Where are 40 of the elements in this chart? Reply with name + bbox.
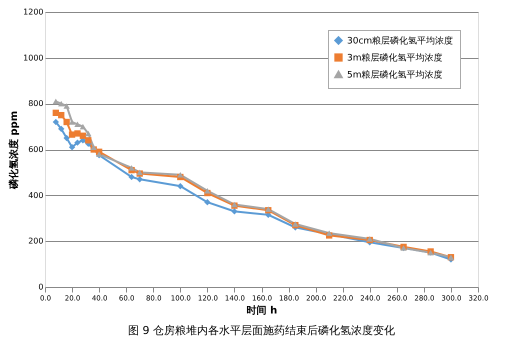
- point: [58, 100, 64, 106]
- point: [231, 208, 238, 215]
- point: [58, 112, 64, 118]
- point: [80, 124, 86, 130]
- point: [63, 103, 70, 109]
- point: [177, 172, 184, 178]
- point: [204, 199, 211, 206]
- point: [204, 188, 211, 194]
- legend-label: 30cm粮层磷化氢平均浓度: [347, 36, 454, 46]
- point: [74, 139, 81, 146]
- point: [90, 144, 97, 150]
- text: 图 9 仓房粮堆内各水平层面施药结束后磷化氢浓度变化: [128, 324, 395, 337]
- point: [74, 122, 81, 128]
- point: [128, 165, 135, 171]
- point: [80, 132, 86, 139]
- point: [128, 174, 135, 180]
- point: [68, 119, 76, 125]
- y-tick-label: 200: [28, 236, 44, 246]
- point: [85, 130, 92, 136]
- point: [63, 134, 70, 142]
- y-axis-title: 磷化氢浓度 ppm: [8, 110, 20, 190]
- point: [136, 176, 143, 182]
- y-tick-label: 600: [28, 145, 44, 154]
- legend-label: 3m粮层磷化氢平均浓度: [347, 52, 442, 64]
- point: [68, 144, 76, 150]
- y-tick-label: 0: [38, 282, 44, 292]
- point: [58, 126, 64, 132]
- point: [63, 118, 70, 126]
- y-tick-label: 1200: [23, 8, 44, 16]
- legend-label: 5m粮层磷化氢平均浓度: [347, 70, 442, 80]
- point: [52, 98, 59, 104]
- y-tick-label: 800: [28, 99, 44, 108]
- y-tick-label: 400: [28, 190, 44, 200]
- point: [68, 131, 76, 138]
- x-axis-title: 时间 h: [246, 304, 278, 316]
- y-tick-label: 1000: [23, 53, 44, 62]
- point: [177, 183, 184, 190]
- point: [52, 118, 59, 126]
- point: [85, 137, 92, 144]
- point: [52, 110, 59, 116]
